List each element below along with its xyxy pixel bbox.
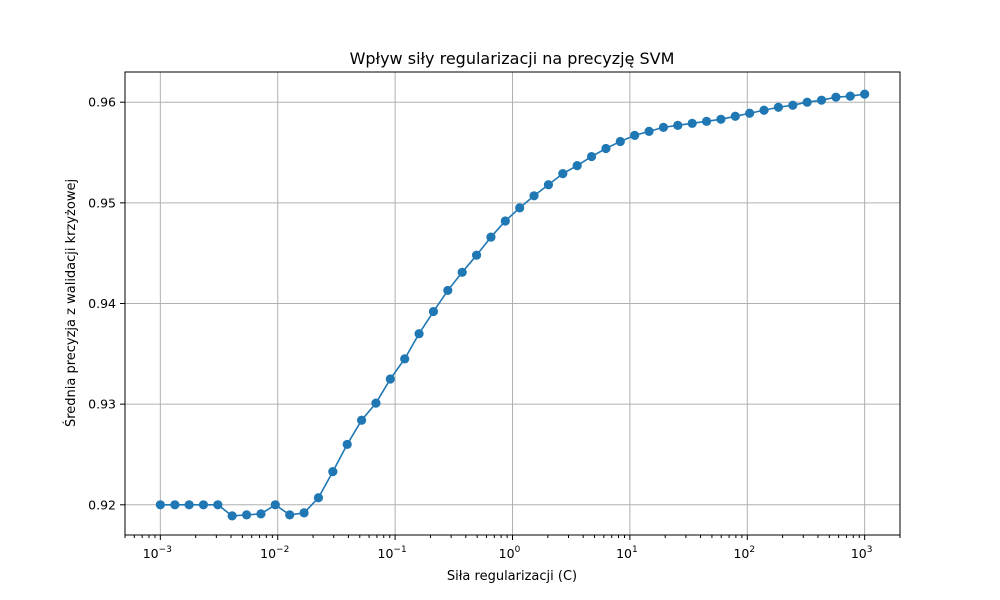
data-point bbox=[414, 329, 424, 339]
y-axis-label: Średnia precyzja z walidacji krzyżowej bbox=[63, 179, 79, 427]
data-point bbox=[256, 509, 266, 519]
data-point bbox=[428, 306, 439, 317]
data-point bbox=[831, 92, 841, 102]
y-tick-label: 0.95 bbox=[88, 195, 116, 210]
data-point bbox=[328, 466, 338, 477]
y-tick-label: 0.93 bbox=[88, 397, 116, 412]
data-point bbox=[443, 285, 453, 296]
data-point bbox=[759, 105, 769, 115]
data-points bbox=[155, 89, 870, 521]
data-point bbox=[730, 111, 740, 121]
x-tick-label: 101 bbox=[616, 545, 638, 561]
x-tick-label: 10−3 bbox=[143, 545, 172, 561]
data-point bbox=[170, 500, 180, 510]
x-tick-label: 10−2 bbox=[260, 545, 289, 561]
data-point bbox=[500, 216, 510, 226]
x-tick-label: 102 bbox=[733, 545, 755, 561]
data-point bbox=[716, 114, 726, 124]
chart-title: Wpływ siły regularizacji na precyzję SVM bbox=[350, 49, 675, 68]
data-point bbox=[471, 250, 482, 260]
x-tick-label: 10−1 bbox=[378, 545, 407, 561]
data-point bbox=[701, 116, 712, 126]
data-point bbox=[241, 510, 252, 520]
y-tick-label: 0.94 bbox=[88, 296, 116, 311]
data-point bbox=[356, 415, 367, 425]
data-point bbox=[385, 374, 395, 384]
data-point bbox=[816, 95, 827, 105]
data-point bbox=[400, 354, 410, 364]
data-point bbox=[845, 91, 855, 101]
data-point bbox=[270, 500, 280, 510]
y-tick-label: 0.92 bbox=[88, 497, 116, 512]
plot-frame bbox=[124, 71, 901, 536]
data-point bbox=[802, 97, 812, 107]
data-point bbox=[773, 102, 784, 112]
data-point bbox=[630, 130, 640, 141]
data-point bbox=[342, 439, 352, 450]
data-point bbox=[213, 500, 223, 510]
data-point bbox=[586, 151, 597, 162]
data-point bbox=[673, 120, 683, 130]
data-point bbox=[615, 136, 625, 147]
data-point bbox=[558, 169, 568, 179]
data-point bbox=[515, 203, 525, 213]
data-point bbox=[457, 267, 467, 277]
data-point bbox=[285, 510, 295, 520]
data-point bbox=[860, 89, 870, 99]
data-point bbox=[543, 180, 554, 190]
data-point bbox=[313, 493, 324, 503]
data-point bbox=[745, 108, 755, 118]
grid bbox=[125, 72, 900, 535]
data-point bbox=[155, 500, 165, 510]
data-point bbox=[227, 511, 237, 521]
data-point bbox=[687, 118, 697, 128]
y-tick-label: 0.96 bbox=[88, 95, 116, 110]
data-point bbox=[788, 100, 798, 110]
data-point bbox=[572, 161, 582, 171]
ticks: 10−3 10−2 10−1 100 101 102 103 0.92 0.93 0.94 0.95… bbox=[88, 95, 901, 561]
data-point bbox=[601, 143, 611, 154]
x-tick-label: 100 bbox=[499, 545, 521, 561]
data-point bbox=[184, 500, 194, 510]
data-point bbox=[529, 191, 539, 201]
data-point bbox=[299, 508, 309, 518]
x-tick-label: 103 bbox=[851, 545, 873, 561]
data-point bbox=[658, 122, 669, 132]
data-point bbox=[486, 232, 496, 242]
data-point bbox=[371, 398, 381, 408]
data-point bbox=[644, 126, 654, 136]
x-axis-label: Siła regularizacji (C) bbox=[447, 569, 577, 584]
data-point bbox=[198, 500, 209, 510]
